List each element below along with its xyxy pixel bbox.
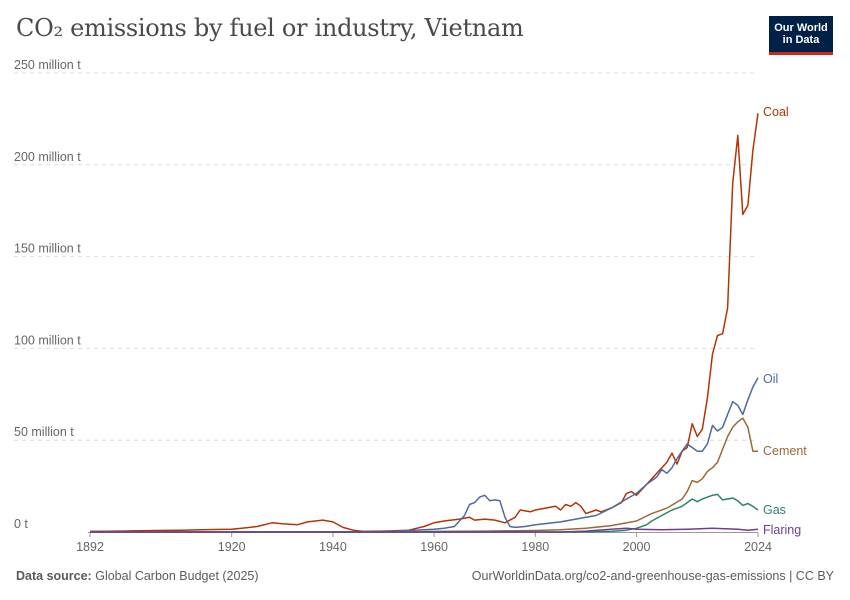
data-source: Data source: Global Carbon Budget (2025)	[16, 569, 259, 583]
series-label-gas[interactable]: Gas	[763, 503, 786, 517]
x-tick-label: 1960	[420, 540, 448, 554]
chart-title: CO₂ emissions by fuel or industry, Vietn…	[16, 14, 524, 42]
x-tick-label: 1920	[218, 540, 246, 554]
y-tick-label: 100 million t	[14, 333, 81, 347]
data-source-label: Data source:	[16, 569, 92, 583]
x-axis-tick-labels: 1892 1920 1940 1960 1980 2000 2024	[76, 540, 772, 554]
series-label-flaring[interactable]: Flaring	[763, 523, 801, 537]
series-label-oil[interactable]: Oil	[763, 372, 778, 386]
y-tick-label: 0 t	[14, 517, 28, 531]
series-line-flaring[interactable]	[90, 527, 759, 533]
x-tick-label: 2000	[623, 540, 651, 554]
y-tick-label: 150 million t	[14, 242, 81, 256]
series-line-gas[interactable]	[90, 493, 759, 533]
x-tick-label: 1940	[319, 540, 347, 554]
x-tick-label: 1892	[76, 540, 104, 554]
data-source-value: Global Carbon Budget (2025)	[95, 569, 259, 583]
owid-logo[interactable]: Our World in Data	[769, 16, 833, 55]
x-axis	[88, 532, 759, 537]
series-label-coal[interactable]: Coal	[763, 105, 789, 119]
series-lines	[89, 113, 759, 533]
source-url[interactable]: OurWorldinData.org/co2-and-greenhouse-ga…	[471, 569, 834, 583]
logo-line-1: Our World	[774, 22, 828, 34]
y-axis-tick-labels: 0 t 50 million t 100 million t 150 million …	[14, 58, 81, 531]
x-tick-label: 2024	[744, 540, 772, 554]
series-line-coal[interactable]	[89, 113, 759, 533]
series-line-cement[interactable]	[90, 417, 758, 533]
logo-line-2: in Data	[782, 34, 820, 46]
grid-lines	[14, 72, 758, 441]
x-tick-label: 1980	[521, 540, 549, 554]
series-label-cement[interactable]: Cement	[763, 444, 807, 458]
y-tick-label: 200 million t	[14, 150, 81, 164]
series-labels: Coal Oil Cement Gas Flaring	[763, 105, 807, 537]
y-tick-label: 50 million t	[14, 425, 74, 439]
series-line-oil[interactable]	[90, 377, 759, 533]
y-tick-label: 250 million t	[14, 58, 81, 72]
